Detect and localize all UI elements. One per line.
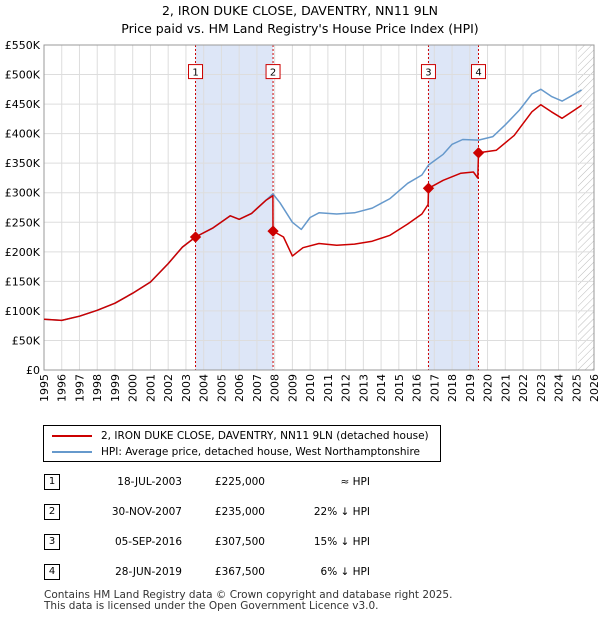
legend-item-hpi: HPI: Average price, detached house, West… [44,444,420,460]
x-tick-label: 2025 [570,374,583,402]
legend: 2, IRON DUKE CLOSE, DAVENTRY, NN11 9LN (… [43,425,441,462]
plot-frame [43,44,595,371]
legend-label-price: 2, IRON DUKE CLOSE, DAVENTRY, NN11 9LN (… [101,430,429,442]
x-tick-label: 2001 [144,374,157,402]
marker-label: 2 [270,68,276,79]
y-tick-label: £0 [26,364,40,377]
x-tick-label: 2010 [304,374,317,402]
x-tick-label: 2018 [446,374,459,402]
x-tick-label: 2014 [375,374,388,402]
marker-label-box [420,64,436,80]
transaction-number-badge: 2 [44,504,60,520]
x-tick-label: 1995 [38,374,51,402]
x-tick-label: 2013 [357,374,370,402]
transaction-date: 28-JUN-2019 [115,566,182,578]
y-tick-label: £500K [5,69,41,82]
x-tick-label: 2006 [233,374,246,402]
legend-line-hpi [52,451,92,453]
x-tick-label: 2002 [162,374,175,402]
x-tick-label: 2011 [322,374,335,402]
marker-label-box [471,64,486,80]
transaction-price: £225,000 [214,476,265,488]
chart-title: 2, IRON DUKE CLOSE, DAVENTRY, NN11 9LN [161,3,439,18]
x-tick-label: 2022 [517,374,530,402]
marker-label-box [265,64,281,80]
y-tick-label: £200K [5,246,41,259]
marker-label: 3 [425,68,431,79]
marker-label-box [188,64,204,80]
x-tick-label: 2015 [393,374,406,402]
sale-point [422,182,435,194]
y-tick-label: £50K [12,334,41,347]
sale-point [472,147,485,159]
hpi-line [43,88,582,322]
y-tick-label: £550K [5,39,41,52]
legend-line-price [52,435,92,437]
x-tick-label: 2016 [411,374,424,402]
x-tick-label: 2024 [553,374,566,402]
x-tick-label: 2007 [251,374,264,402]
x-tick-label: 2005 [215,374,228,402]
transaction-date: 18-JUL-2003 [117,476,182,488]
x-tick-label: 1997 [73,374,86,402]
x-tick-label: 2003 [180,374,193,402]
chart-subtitle: Price paid vs. HM Land Registry's House … [121,21,479,36]
x-tick-label: 2023 [535,374,548,402]
marker-label: 1 [192,68,198,79]
footer-copyright: Contains HM Land Registry data © Crown c… [44,589,453,601]
y-tick-label: £350K [5,157,41,170]
y-tick-label: £250K [5,216,41,229]
table-row: 1 18-JUL-2003 £225,000 ≈ HPI [0,474,600,494]
projection-hatch [578,45,594,370]
transaction-number-badge: 1 [44,474,60,490]
sale-point [267,225,279,237]
x-tick-label: 2000 [127,374,140,402]
x-tick-label: 2009 [286,374,299,402]
price-chart: £0 £50K £100K £150K £200K £250K £300K £350K £400… [5,39,600,402]
transaction-price: £307,500 [214,536,265,548]
x-tick-label: 2004 [198,374,211,402]
y-tick-label: £100K [5,305,41,318]
x-tick-label: 2026 [588,374,600,402]
transaction-date: 30-NOV-2007 [111,506,182,518]
table-row: 3 05-SEP-2016 £307,500 15% ↓ HPI [0,534,600,554]
transaction-hpi-delta: 22% ↓ HPI [313,506,370,518]
transaction-price: £367,500 [214,566,265,578]
transaction-hpi-delta: 6% ↓ HPI [320,566,370,578]
legend-item-price: 2, IRON DUKE CLOSE, DAVENTRY, NN11 9LN (… [44,428,429,444]
ownership-shade [195,45,274,370]
y-tick-label: £300K [5,187,41,200]
transaction-date: 05-SEP-2016 [114,536,182,548]
footer: Contains HM Land Registry data © Crown c… [44,590,452,612]
footer-licence: This data is licensed under the Open Gov… [44,600,379,612]
x-tick-label: 2017 [428,374,441,402]
x-tick-label: 1998 [91,374,104,402]
ownership-shade [428,45,479,370]
x-tick-label: 1999 [109,374,122,402]
x-tick-label: 1996 [56,374,69,402]
transaction-number-badge: 4 [44,564,60,580]
x-tick-label: 2012 [340,374,353,402]
x-tick-label: 2008 [269,374,282,402]
marker-label: 4 [475,68,481,79]
sale-point [189,231,202,243]
transaction-number-badge: 3 [44,534,60,550]
table-row: 4 28-JUN-2019 £367,500 6% ↓ HPI [0,564,600,584]
table-row: 2 30-NOV-2007 £235,000 22% ↓ HPI [0,504,600,524]
legend-label-hpi: HPI: Average price, detached house, West… [101,446,420,458]
x-tick-label: 2020 [482,374,495,402]
y-tick-label: £450K [5,98,41,111]
x-tick-label: 2019 [464,374,477,402]
transaction-hpi-delta: ≈ HPI [340,476,370,488]
transaction-hpi-delta: 15% ↓ HPI [313,536,370,548]
x-tick-label: 2021 [499,374,512,402]
y-tick-label: £400K [5,128,41,141]
price-paid-line [43,103,583,322]
y-tick-label: £150K [5,275,41,288]
transaction-price: £235,000 [214,506,265,518]
